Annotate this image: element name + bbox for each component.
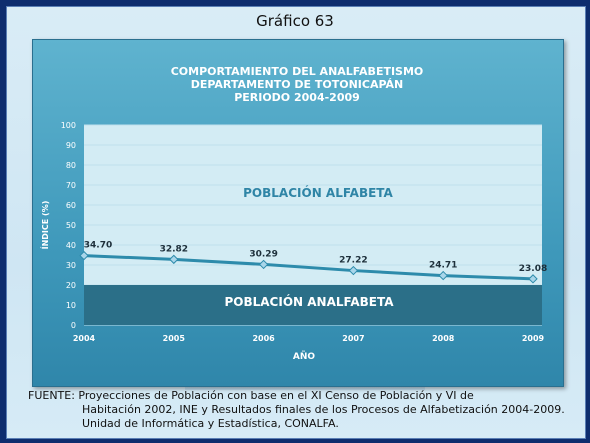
y-tick-label-80: 80 [66,161,76,170]
data-point-marker-2009 [528,274,538,284]
page-title: Gráfico 63 [256,12,334,30]
y-tick-label-90: 90 [66,141,76,150]
chart-title-line-1: COMPORTAMIENTO DEL ANALFABETISMO [170,65,424,78]
data-label-2006: 30.29 [249,249,277,259]
y-tick-label-60: 60 [66,201,76,210]
data-point-marker-2004 [79,250,89,261]
source-line-1: FUENTE: Proyecciones de Población con ba… [28,389,474,402]
series-line [83,254,534,281]
y-tick-label-0: 0 [71,321,76,330]
y-tick-label-70: 70 [66,181,76,190]
x-tick-label-2006: 2006 [252,334,275,343]
source-note: FUENTE: Proyecciones de Población con ba… [28,389,584,431]
x-tick-label-2004: 2004 [73,334,96,343]
annotation-poblacion-analfabeta: POBLACIÓN ANALFABETA [224,294,394,309]
y-tick-label-30: 30 [66,261,76,270]
data-point-marker-2006 [258,259,269,270]
data-point-marker-2005 [169,254,179,265]
annotation-poblacion-alfabeta: POBLACIÓN ALFABETA [243,185,393,200]
y-axis-label: ÍNDICE (%) [39,201,50,250]
data-label-2009: 23.08 [519,264,547,274]
source-line-3: Unidad de Informática y Estadística, CON… [82,417,339,430]
y-tick-label-40: 40 [66,241,76,250]
x-tick-label-2007: 2007 [342,334,364,343]
x-tick-label-2008: 2008 [432,334,455,343]
data-label-2007: 27.22 [339,256,367,266]
y-tick-label-50: 50 [66,221,76,230]
x-axis-label: AÑO [293,351,315,362]
x-tick-label-2009: 2009 [522,334,545,343]
source-line-2: Habitación 2002, INE y Resultados finale… [82,403,565,416]
y-tick-label-20: 20 [66,281,76,290]
chart-title: COMPORTAMIENTO DEL ANALFABETISMO DEPARTA… [32,65,562,104]
chart-title-line-2: DEPARTAMENTO DE TOTONICAPÁN [190,78,404,91]
y-tick-label-10: 10 [66,301,76,310]
data-label-2005: 32.82 [160,244,188,254]
data-label-2004: 34.70 [84,241,112,251]
data-point-marker-2007 [348,265,359,276]
y-tick-label-100: 100 [61,121,76,130]
lower-band [84,285,542,325]
x-tick-label-2005: 2005 [163,334,186,343]
data-label-2008: 24.71 [429,261,457,271]
chart-title-line-3: PERIODO 2004-2009 [234,91,360,104]
data-point-marker-2008 [438,270,448,281]
